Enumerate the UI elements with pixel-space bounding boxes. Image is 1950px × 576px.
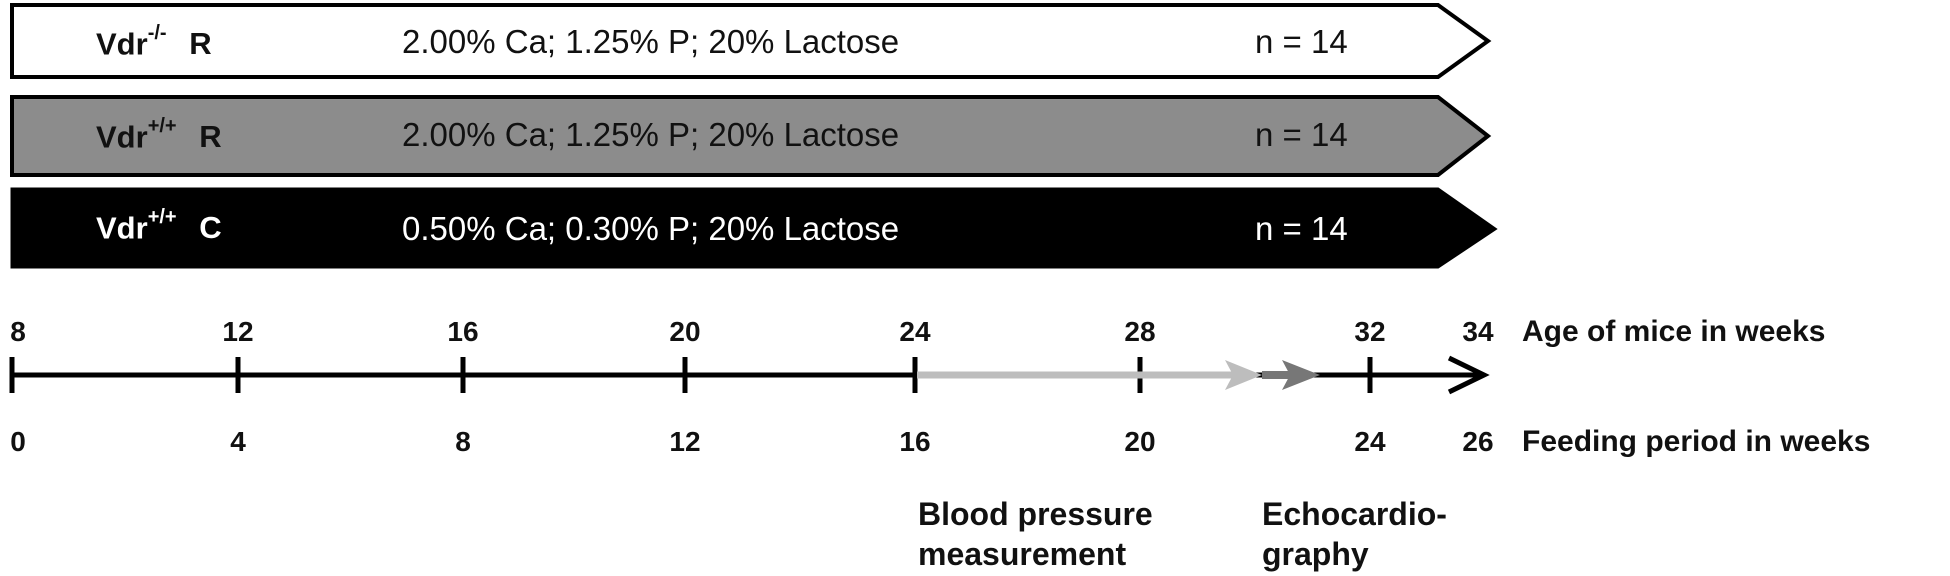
- group-count: n = 14: [1255, 210, 1348, 247]
- feeding-tick-label: 0: [10, 426, 26, 457]
- blood-pressure-arrowhead: [1225, 360, 1262, 390]
- feeding-tick-label: 20: [1124, 426, 1156, 457]
- timeline-ticks: [9, 357, 1373, 393]
- blood-pressure-label: Blood pressure measurement: [918, 496, 1153, 572]
- group-label: Vdr+/+ C: [96, 206, 222, 246]
- group-arrow-vdr-wt-r: [10, 95, 1492, 177]
- age-tick-label: 12: [222, 316, 254, 347]
- age-tick-label: 8: [10, 316, 26, 347]
- feeding-tick-label: 16: [899, 426, 931, 457]
- diet-composition: 0.50% Ca; 0.30% P; 20% Lactose: [402, 210, 900, 247]
- echocardiography-label: Echocardio- graphy: [1262, 496, 1447, 572]
- feeding-tick-label: 24: [1354, 426, 1386, 457]
- age-tick-label: 16: [447, 316, 479, 347]
- age-tick-label: 32: [1354, 316, 1386, 347]
- group-label: Vdr-/- R: [96, 22, 212, 62]
- age-axis-label: Age of mice in weeks: [1522, 315, 1826, 348]
- feeding-tick-label: 8: [455, 426, 471, 457]
- age-tick-label: 34: [1462, 316, 1494, 347]
- echo-arrowhead: [1282, 360, 1320, 390]
- group-count: n = 14: [1255, 116, 1348, 153]
- group-label: Vdr+/+ R: [96, 115, 222, 155]
- diet-composition: 2.00% Ca; 1.25% P; 20% Lactose: [402, 23, 900, 60]
- group-arrow-vdr-wt-c: [10, 187, 1498, 269]
- feeding-tick-label: 12: [669, 426, 701, 457]
- feeding-axis-label: Feeding period in weeks: [1522, 425, 1871, 458]
- feeding-tick-label: 26: [1462, 426, 1494, 457]
- age-tick-label: 24: [899, 316, 931, 347]
- group-arrow-vdr-ko-r: [10, 3, 1492, 79]
- diet-composition: 2.00% Ca; 1.25% P; 20% Lactose: [402, 116, 900, 153]
- timeline-arrowhead: [1447, 355, 1490, 395]
- group-count: n = 14: [1255, 23, 1348, 60]
- feeding-tick-label: 4: [230, 426, 246, 457]
- age-tick-label: 20: [669, 316, 701, 347]
- age-tick-label: 28: [1124, 316, 1156, 347]
